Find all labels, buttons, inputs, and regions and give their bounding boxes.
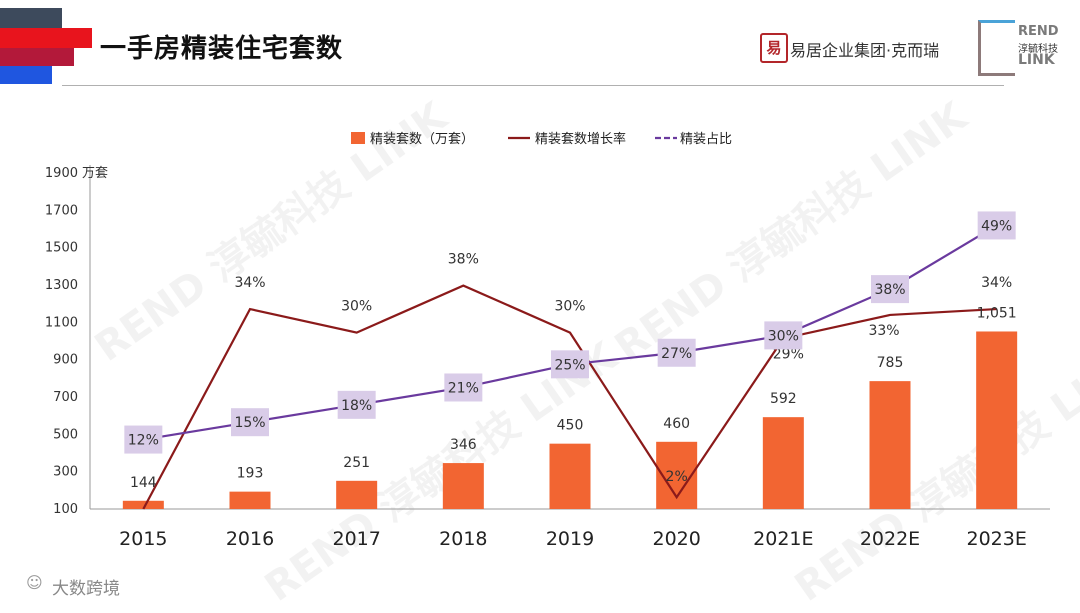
growth-data-label: 34%: [981, 275, 1012, 291]
trendlink-logo: REND 淳毓科技 LINK: [978, 20, 1060, 76]
bar-data-label: 1,051: [977, 305, 1017, 321]
footer-brand-text: 大数跨境: [52, 579, 120, 599]
growth-data-label: 30%: [341, 299, 372, 315]
bar-data-label: 251: [343, 455, 370, 471]
y-tick-label: 500: [53, 427, 78, 442]
y-tick-label: 1900: [45, 166, 78, 181]
y-tick-label: 700: [53, 390, 78, 405]
bar-data-label: 785: [877, 355, 904, 371]
x-tick-label: 2016: [226, 528, 274, 550]
bar-data-label: 460: [663, 416, 690, 432]
logo-rend-text: REND: [1018, 24, 1059, 39]
x-tick-label: 2017: [332, 528, 380, 550]
share-label-box: [231, 408, 269, 437]
legend-label: 精装套数（万套）: [370, 131, 474, 147]
share-data-label: 27%: [661, 346, 692, 362]
bar-data-label: 144: [130, 475, 157, 491]
share-data-label: 38%: [874, 282, 905, 298]
x-tick-label: 2019: [546, 528, 594, 550]
bar: [869, 381, 911, 509]
growth-rate-line: [142, 284, 997, 510]
share-data-label: 30%: [768, 328, 799, 344]
legend-label: 精装套数增长率: [535, 131, 626, 147]
x-tick-label: 2020: [652, 528, 700, 550]
share-label-box: [977, 211, 1016, 240]
legend-bar-swatch: [351, 132, 365, 144]
growth-data-label: 2%: [666, 469, 688, 485]
logo-ink-text: LINK: [1018, 52, 1055, 68]
x-tick-label: 2018: [439, 528, 487, 550]
share-data-label: 25%: [554, 357, 585, 373]
corner-block-blue: [0, 66, 52, 84]
share-label-box: [444, 373, 483, 402]
footer-brand: ☺ 大数跨境: [26, 573, 120, 599]
share-data-label: 49%: [981, 218, 1012, 234]
bar-data-label: 193: [237, 466, 264, 482]
brand-seal-logo: 易: [760, 33, 788, 63]
share-label-box: [871, 275, 909, 304]
legend-label: 精装占比: [680, 132, 732, 147]
share-data-label: 21%: [448, 380, 479, 396]
share-label-box: [551, 350, 589, 379]
y-tick-label: 100: [53, 502, 78, 517]
y-tick-label: 1500: [45, 241, 78, 256]
logo-frame-icon: [978, 20, 1015, 76]
share-label-box: [657, 338, 696, 367]
smile-icon: ☺: [26, 573, 43, 592]
y-unit-label: 万套: [82, 165, 108, 181]
page-title: 一手房精装住宅套数: [100, 34, 344, 64]
header-divider: [62, 85, 1004, 86]
x-tick-label: 2022E: [860, 528, 920, 550]
share-data-label: 18%: [341, 398, 372, 414]
bar-data-label: 592: [770, 391, 797, 407]
growth-data-label: 33%: [868, 323, 899, 339]
y-tick-label: 1100: [45, 315, 78, 330]
share-data-label: 12%: [128, 433, 159, 449]
bar: [336, 480, 378, 509]
bar: [762, 417, 804, 509]
bar: [442, 463, 484, 509]
bar: [976, 331, 1018, 509]
bar-data-label: 346: [450, 437, 477, 453]
share-label-box: [764, 321, 803, 350]
y-tick-label: 900: [53, 353, 78, 368]
growth-data-label: 38%: [448, 252, 479, 268]
x-tick-label: 2021E: [753, 528, 813, 550]
corner-block-red: [0, 28, 92, 48]
bar: [122, 500, 164, 509]
corner-block-dark: [0, 8, 62, 28]
y-tick-label: 300: [53, 465, 78, 480]
x-tick-label: 2015: [119, 528, 167, 550]
y-tick-label: 1300: [45, 278, 78, 293]
growth-data-label: 30%: [554, 299, 585, 315]
share-data-label: 15%: [234, 415, 265, 431]
y-tick-label: 1700: [45, 203, 78, 218]
growth-data-label: 29%: [773, 346, 804, 362]
corner-block-crimson: [0, 48, 74, 66]
logo-sub-text: 淳毓科技: [1018, 44, 1058, 55]
share-label-box: [124, 425, 163, 454]
brand-name: 易居企业集团·克而瑞: [790, 41, 940, 60]
bar: [229, 491, 271, 509]
bar-data-label: 450: [557, 418, 584, 434]
share-label-box: [337, 390, 376, 419]
growth-data-label: 34%: [234, 275, 265, 291]
x-tick-label: 2023E: [966, 528, 1026, 550]
bar: [549, 443, 591, 509]
